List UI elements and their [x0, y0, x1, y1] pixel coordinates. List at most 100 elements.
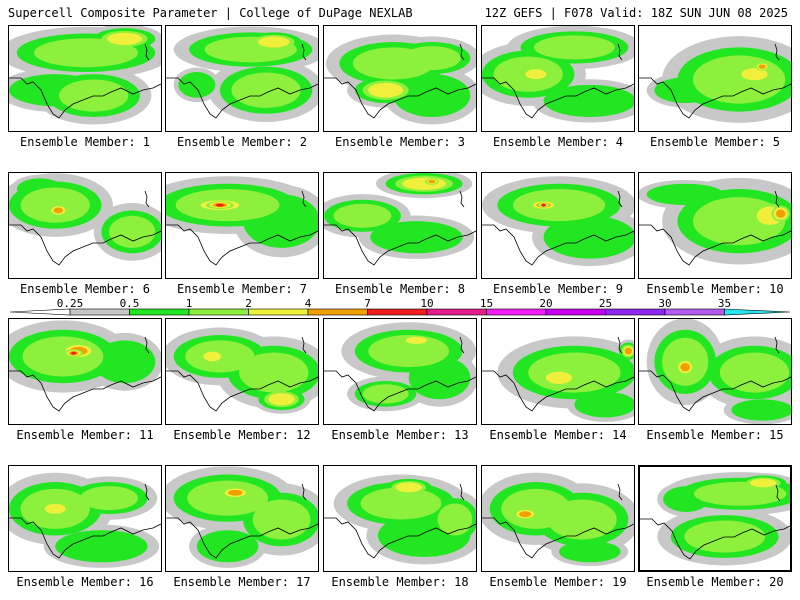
lake-outline [459, 43, 465, 61]
colorbar-tick-label: 4 [305, 297, 312, 310]
map-panel-member-17[interactable] [165, 465, 319, 572]
scp-field-level-7 [519, 511, 532, 518]
colorbar-segment [664, 308, 725, 316]
scp-field-level-4 [750, 478, 777, 488]
member-label: Ensemble Member: 6 [19, 282, 151, 296]
scp-map [482, 26, 634, 123]
map-panel-member-16[interactable] [8, 465, 162, 572]
map-panel-member-12[interactable] [165, 318, 319, 425]
scp-map [9, 472, 161, 568]
coastline [166, 517, 318, 559]
map-panel-member-20[interactable] [638, 465, 792, 572]
map-panel-member-13[interactable] [323, 318, 477, 425]
colorbar-segment [307, 308, 368, 316]
scp-field-level-2 [402, 46, 461, 71]
scp-map [166, 466, 318, 568]
scp-map [639, 36, 791, 123]
member-label: Ensemble Member: 16 [16, 575, 154, 589]
coastline [9, 370, 161, 412]
member-label: Ensemble Member: 12 [173, 428, 311, 442]
scp-field-level-2 [80, 486, 138, 511]
scp-map [639, 177, 791, 266]
scp-field-level-2 [20, 187, 90, 223]
scp-field-level-2 [692, 55, 786, 104]
lake-outline [617, 336, 623, 354]
map-panel-member-3[interactable] [323, 25, 477, 132]
member-label: Ensemble Member: 8 [334, 282, 466, 296]
coastline [482, 77, 634, 119]
scp-field-level-7 [624, 347, 632, 355]
lake-outline [144, 336, 150, 354]
scp-field-level-2 [231, 72, 301, 108]
colorbar-tick-label: 15 [480, 297, 493, 310]
map-panel-member-10[interactable] [638, 172, 792, 279]
scp-map [640, 472, 790, 566]
scp-field-level-7 [758, 64, 766, 69]
lake-outline [144, 43, 150, 61]
map-panel-member-11[interactable] [8, 318, 162, 425]
scp-field-level-1 [543, 84, 634, 117]
map-panel-member-1[interactable] [8, 25, 162, 132]
scp-field-level-2 [368, 335, 450, 368]
scp-field-level-1 [559, 540, 621, 563]
scp-field-level-1 [393, 74, 471, 117]
colorbar-segment [248, 308, 309, 316]
lake-outline [617, 483, 623, 501]
scp-field-level-1 [408, 356, 471, 400]
lake-outline [617, 190, 623, 208]
coastline [482, 224, 634, 266]
lake-outline [301, 483, 307, 501]
colorbar-max-arrow [724, 308, 790, 316]
scp-map [324, 474, 476, 565]
header-title: Supercell Composite Parameter | College … [8, 6, 413, 20]
colorbar-segment [188, 308, 249, 316]
scp-map [639, 319, 791, 424]
member-label: Ensemble Member: 20 [646, 575, 784, 589]
lake-outline [775, 484, 781, 502]
scp-map [9, 320, 161, 412]
map-panel-member-5[interactable] [638, 25, 792, 132]
coastline [482, 370, 634, 412]
coastline [324, 517, 476, 559]
scp-field-level-1 [574, 391, 634, 418]
lake-outline [459, 190, 465, 208]
scp-map [9, 26, 161, 125]
member-label: Ensemble Member: 17 [173, 575, 311, 589]
map-panel-member-9[interactable] [481, 172, 635, 279]
map-panel-member-15[interactable] [638, 318, 792, 425]
lake-outline [144, 190, 150, 208]
colorbar-segment [486, 308, 547, 316]
scp-field-level-4 [395, 482, 422, 493]
map-panel-member-6[interactable] [8, 172, 162, 279]
scp-field-level-2 [533, 35, 615, 60]
coastline [166, 77, 318, 119]
map-panel-member-4[interactable] [481, 25, 635, 132]
lake-outline [617, 43, 623, 61]
coastline [9, 77, 161, 119]
member-label: Ensemble Member: 1 [19, 135, 151, 149]
lake-outline [774, 43, 780, 61]
scp-field-level-7 [53, 207, 64, 214]
coastline [324, 370, 476, 412]
colorbar-tick-label: 0.5 [120, 297, 140, 310]
scp-map [482, 472, 634, 567]
member-label: Ensemble Member: 10 [646, 282, 784, 296]
map-panel-member-8[interactable] [323, 172, 477, 279]
scp-field-level-1 [55, 530, 148, 563]
map-panel-member-19[interactable] [481, 465, 635, 572]
lake-outline [144, 483, 150, 501]
map-panel-member-14[interactable] [481, 318, 635, 425]
coastline [482, 517, 634, 559]
map-panel-member-18[interactable] [323, 465, 477, 572]
member-label: Ensemble Member: 14 [489, 428, 627, 442]
map-panel-member-2[interactable] [165, 25, 319, 132]
lake-outline [459, 483, 465, 501]
scp-field-level-2 [239, 352, 309, 393]
scp-field-level-2 [360, 487, 442, 520]
colorbar-tick-label: 25 [599, 297, 612, 310]
colorbar: 0.25 0.5 1 2 4 7 10 15 20 25 30 35 [10, 297, 790, 316]
coastline [639, 77, 791, 119]
map-panel-member-7[interactable] [165, 172, 319, 279]
colorbar-segment [605, 308, 666, 316]
member-label: Ensemble Member: 11 [16, 428, 154, 442]
